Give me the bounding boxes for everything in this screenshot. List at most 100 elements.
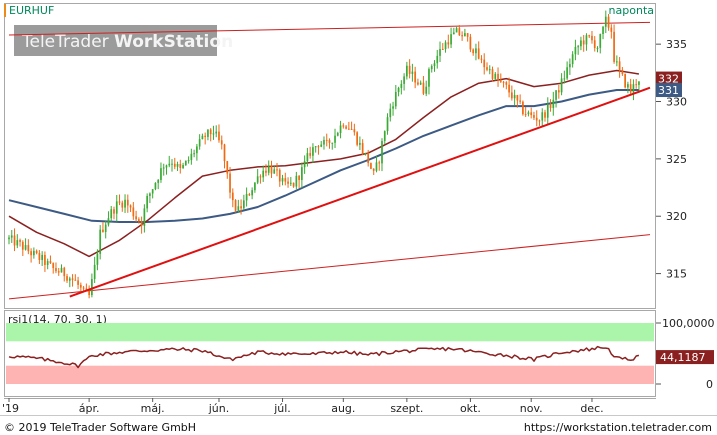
candle xyxy=(104,220,107,239)
candle xyxy=(231,188,234,208)
candle xyxy=(466,32,469,42)
candle-body xyxy=(381,141,383,164)
x-tick-label: okt. xyxy=(460,402,481,415)
candle xyxy=(303,155,306,174)
candle xyxy=(582,35,585,52)
candle-body xyxy=(544,112,546,118)
candle-body xyxy=(580,40,582,47)
candle-body xyxy=(378,162,381,164)
candle-body xyxy=(560,78,563,93)
candle-body xyxy=(375,162,378,171)
candle-body xyxy=(383,131,386,142)
candle xyxy=(563,70,566,84)
candle xyxy=(21,240,24,256)
candle xyxy=(10,230,13,243)
candle-body xyxy=(41,254,44,260)
candle-body xyxy=(342,125,345,127)
candle-body xyxy=(16,240,19,246)
candle-body xyxy=(347,128,350,130)
candle-body xyxy=(231,192,234,201)
candle-body xyxy=(328,140,331,143)
candle xyxy=(497,67,499,87)
candle-body xyxy=(461,35,463,37)
candle-body xyxy=(8,237,10,240)
candle-body xyxy=(38,253,41,260)
candle xyxy=(140,216,143,234)
candle-body xyxy=(488,69,491,71)
candle xyxy=(91,273,93,298)
candle xyxy=(74,274,77,281)
candle-body xyxy=(10,235,13,238)
candle-body xyxy=(499,80,502,82)
candle-body xyxy=(93,264,96,280)
candle xyxy=(196,143,198,161)
candle-body xyxy=(411,71,414,74)
candle xyxy=(541,108,544,127)
candle-body xyxy=(621,70,624,75)
price-tick-label: 335 xyxy=(666,38,687,51)
candle xyxy=(538,119,541,126)
candle xyxy=(378,160,381,171)
x-tick-label: jún. xyxy=(208,402,230,415)
copyright-text: © 2019 TeleTrader Software GmbH xyxy=(4,421,196,434)
candle-body xyxy=(124,199,126,208)
channel-upper-line xyxy=(8,21,651,36)
candle-body xyxy=(298,175,300,181)
rsi-value-tag-text: 44,1187 xyxy=(660,351,706,364)
candle xyxy=(588,34,591,39)
candle-body xyxy=(218,131,220,141)
footer-url[interactable]: https://workstation.teletrader.com xyxy=(524,421,712,434)
candle-body xyxy=(287,181,289,184)
candle-body xyxy=(403,76,405,84)
candle xyxy=(320,140,323,148)
candle-body xyxy=(359,143,361,145)
candle-body xyxy=(458,28,461,36)
candle-body xyxy=(292,182,295,187)
candle-body xyxy=(118,201,121,203)
candle xyxy=(57,267,60,276)
candle xyxy=(439,41,441,62)
candle-body xyxy=(505,82,508,85)
candle-body xyxy=(422,82,425,94)
candle xyxy=(284,172,287,186)
candle-body xyxy=(336,133,339,136)
candle xyxy=(417,78,419,86)
candle-body xyxy=(309,153,312,156)
price-axis: 315 320 325 330 335 xyxy=(656,38,687,281)
candle xyxy=(265,164,267,177)
candle-body xyxy=(588,35,591,37)
candle xyxy=(350,121,353,130)
candle-body xyxy=(201,135,204,140)
candle-body xyxy=(370,163,372,169)
candle-body xyxy=(204,135,207,137)
symbol-marker xyxy=(4,4,6,17)
candle-body xyxy=(242,200,245,209)
candle xyxy=(49,255,52,265)
candle-body xyxy=(77,280,79,285)
candle-body xyxy=(146,195,149,209)
candle-body xyxy=(273,169,276,174)
candle xyxy=(317,145,320,155)
candle-body xyxy=(74,279,77,281)
candle xyxy=(345,125,347,130)
candle xyxy=(488,65,491,75)
candle xyxy=(126,194,129,213)
candle-body xyxy=(278,169,281,182)
candle-body xyxy=(187,160,190,162)
candle xyxy=(46,258,49,270)
candle xyxy=(52,262,55,274)
candle-body xyxy=(414,71,417,83)
candle-body xyxy=(68,278,71,281)
candle xyxy=(336,131,339,137)
candle xyxy=(499,73,502,83)
candle-body xyxy=(483,59,486,68)
candle xyxy=(422,76,425,96)
candle-body xyxy=(96,253,99,265)
candle-body xyxy=(35,250,38,254)
candle xyxy=(190,148,193,165)
candle-body xyxy=(259,176,262,178)
candle-body xyxy=(30,251,32,256)
rsi-axis: 100,0000 0 44,1187 xyxy=(656,317,715,391)
candle-body xyxy=(513,95,516,99)
